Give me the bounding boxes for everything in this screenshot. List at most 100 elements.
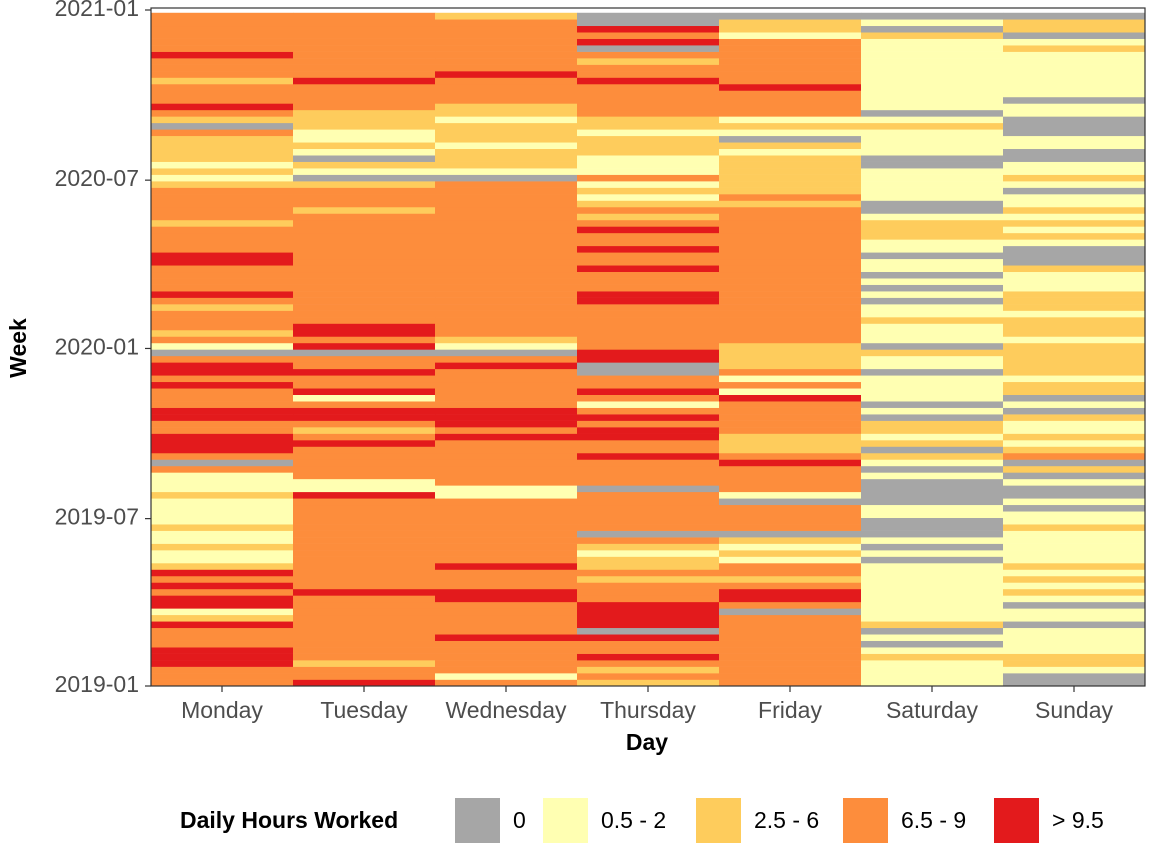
heatmap-cell — [719, 19, 862, 27]
heatmap-cell — [293, 25, 436, 33]
heatmap-cell — [577, 64, 720, 72]
heatmap-cell — [151, 258, 294, 266]
heatmap-cell — [1003, 329, 1146, 337]
heatmap-cell — [719, 116, 862, 124]
heatmap-cell — [151, 504, 294, 512]
heatmap-cell — [577, 148, 720, 156]
heatmap-cell — [719, 51, 862, 59]
heatmap-cell — [861, 206, 1004, 214]
heatmap-cell — [435, 213, 578, 221]
heatmap-cell — [435, 478, 578, 486]
heatmap-cell — [1003, 58, 1146, 65]
heatmap-cell — [151, 401, 294, 408]
heatmap-cell — [435, 58, 578, 65]
heatmap-cell — [1003, 375, 1146, 383]
heatmap-cell — [719, 472, 862, 480]
x-tick-label: Thursday — [600, 697, 696, 723]
heatmap-cell — [293, 58, 436, 65]
heatmap-cell — [1003, 219, 1146, 227]
heatmap-cell — [719, 446, 862, 454]
heatmap-cell — [1003, 472, 1146, 480]
heatmap-cell — [861, 563, 1004, 570]
heatmap-cell — [435, 232, 578, 240]
heatmap-cell — [293, 284, 436, 292]
heatmap-cell — [435, 129, 578, 137]
heatmap-cell — [151, 122, 294, 130]
heatmap-cell — [435, 174, 578, 182]
heatmap-cell — [719, 368, 862, 376]
heatmap-cell — [293, 116, 436, 124]
heatmap-cell — [293, 621, 436, 629]
heatmap-cell — [293, 556, 436, 564]
heatmap-cell — [1003, 206, 1146, 214]
heatmap-cell — [293, 517, 436, 525]
heatmap-cell — [151, 511, 294, 518]
heatmap-cell — [435, 588, 578, 596]
heatmap-cell — [293, 155, 436, 162]
heatmap-cell — [435, 465, 578, 473]
heatmap-cell — [293, 317, 436, 324]
heatmap-cell — [435, 660, 578, 667]
heatmap-cell — [861, 673, 1004, 680]
heatmap-cell — [577, 323, 720, 331]
heatmap-cell — [293, 407, 436, 415]
heatmap-cell — [577, 271, 720, 279]
heatmap-cell — [861, 368, 1004, 376]
heatmap-cell — [577, 582, 720, 590]
heatmap-cell — [861, 530, 1004, 538]
heatmap-cell — [719, 122, 862, 130]
heatmap-cell — [435, 323, 578, 331]
heatmap-cell — [577, 206, 720, 214]
heatmap-cell — [1003, 401, 1146, 408]
heatmap-cell — [1003, 90, 1146, 98]
heatmap-cell — [719, 504, 862, 512]
heatmap-cell — [435, 407, 578, 415]
heatmap-cell — [1003, 355, 1146, 363]
heatmap-cell — [719, 174, 862, 182]
heatmap-cell — [293, 122, 436, 130]
heatmap-cell — [435, 608, 578, 616]
heatmap-cell — [861, 647, 1004, 654]
heatmap-cell — [435, 64, 578, 72]
heatmap-cell — [293, 187, 436, 195]
heatmap-cell — [861, 595, 1004, 603]
heatmap-cell — [719, 271, 862, 279]
heatmap-cell — [151, 362, 294, 370]
heatmap-cell — [719, 194, 862, 201]
y-tick-label: 2020-01 — [55, 334, 139, 360]
heatmap-cell — [861, 83, 1004, 91]
heatmap-cell — [293, 349, 436, 357]
heatmap-cell — [151, 588, 294, 596]
heatmap-cell — [719, 569, 862, 577]
heatmap-cell — [293, 388, 436, 396]
heatmap-cell — [435, 388, 578, 396]
heatmap-cell — [861, 77, 1004, 85]
heatmap-cell — [577, 575, 720, 583]
heatmap-cell — [1003, 310, 1146, 318]
heatmap-cell — [435, 71, 578, 78]
heatmap-cell — [151, 291, 294, 298]
heatmap-cell — [719, 420, 862, 428]
heatmap-cell — [1003, 420, 1146, 428]
heatmap-cell — [151, 517, 294, 525]
heatmap-cell — [1003, 174, 1146, 182]
heatmap-cell — [719, 440, 862, 447]
heatmap-cell — [293, 342, 436, 350]
heatmap-cell — [861, 407, 1004, 415]
heatmap-cell — [151, 206, 294, 214]
heatmap-cell — [577, 310, 720, 318]
heatmap-cell — [577, 647, 720, 654]
heatmap-cell — [293, 336, 436, 344]
heatmap-cell — [1003, 640, 1146, 648]
heatmap-cell — [719, 459, 862, 467]
heatmap-cell — [1003, 621, 1146, 629]
heatmap-cell — [719, 666, 862, 674]
heatmap-cell — [435, 310, 578, 318]
heatmap-cell — [719, 601, 862, 609]
heatmap-cell — [577, 653, 720, 661]
heatmap-cell — [577, 278, 720, 285]
heatmap-cell — [151, 452, 294, 460]
heatmap-cell — [435, 349, 578, 357]
heatmap-cell — [435, 401, 578, 408]
heatmap-cell — [719, 452, 862, 460]
